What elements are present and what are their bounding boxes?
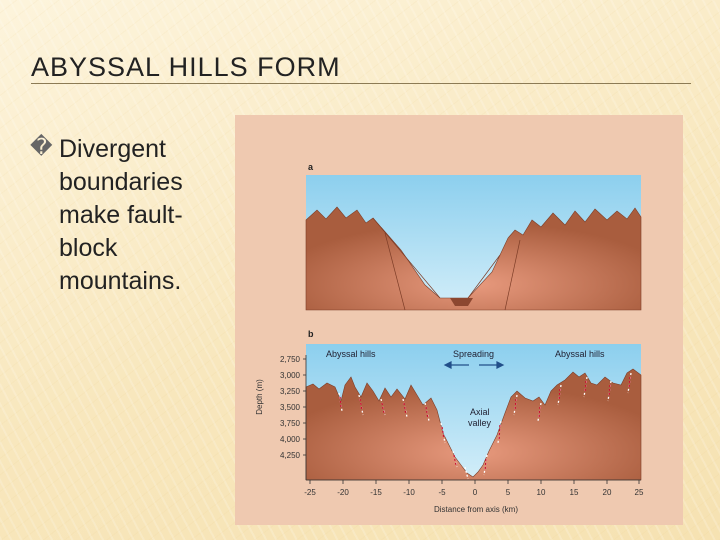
- bullet-marker: �: [30, 134, 53, 159]
- panel-b-fault-lines: [338, 372, 632, 480]
- abyssal-hills-figure: a b Abyssal hills Spreading Abyssal hill…: [235, 115, 683, 525]
- x-tick-label: 20: [603, 488, 612, 497]
- x-tick-label: -10: [403, 488, 415, 497]
- y-tick-label: 4,250: [280, 451, 301, 460]
- panel-a-valley-block: [450, 298, 473, 306]
- panel-a-letter: a: [308, 162, 314, 172]
- x-tick-label: -25: [304, 488, 316, 497]
- y-axis-tick-labels: 2,750 3,000 3,250 3,500 3,750 4,000 4,25…: [280, 355, 301, 460]
- y-tick-label: 4,000: [280, 435, 301, 444]
- y-tick-label: 3,750: [280, 419, 301, 428]
- y-tick-label: 3,500: [280, 403, 301, 412]
- bullet-text: Divergent boundaries make fault-block mo…: [59, 135, 183, 295]
- spreading-label: Spreading: [453, 349, 494, 359]
- y-axis-title: Depth (m): [255, 379, 264, 415]
- axial-valley-label-line2: valley: [468, 418, 492, 428]
- x-tick-label: 25: [635, 488, 644, 497]
- x-tick-label: 5: [506, 488, 511, 497]
- axial-valley-label-line1: Axial: [470, 407, 490, 417]
- x-tick-label: 0: [473, 488, 478, 497]
- x-axis-ticks: [309, 480, 640, 484]
- panel-a-crust: [305, 206, 642, 311]
- spreading-arrows: [443, 361, 505, 369]
- x-tick-label: -20: [337, 488, 349, 497]
- panel-b-letter: b: [308, 329, 314, 339]
- abyssal-hills-right-label: Abyssal hills: [555, 349, 605, 359]
- panel-b-crust: [305, 368, 642, 481]
- x-tick-label: -15: [370, 488, 382, 497]
- title-underline: [31, 83, 691, 84]
- x-tick-label: -5: [438, 488, 446, 497]
- slide-title: ABYSSAL HILLS FORM: [31, 52, 341, 82]
- abyssal-hills-left-label: Abyssal hills: [326, 349, 376, 359]
- y-axis-ticks: [303, 358, 306, 456]
- x-tick-label: 15: [570, 488, 579, 497]
- x-tick-label: 10: [537, 488, 546, 497]
- x-axis-tick-labels: -25 -20 -15 -10 -5 0 5 10 15 20 25: [304, 488, 644, 497]
- y-tick-label: 3,250: [280, 387, 301, 396]
- panel-a-faults: [372, 217, 521, 311]
- x-axis-title: Distance from axis (km): [434, 505, 518, 514]
- y-tick-label: 3,000: [280, 371, 301, 380]
- y-tick-label: 2,750: [280, 355, 301, 364]
